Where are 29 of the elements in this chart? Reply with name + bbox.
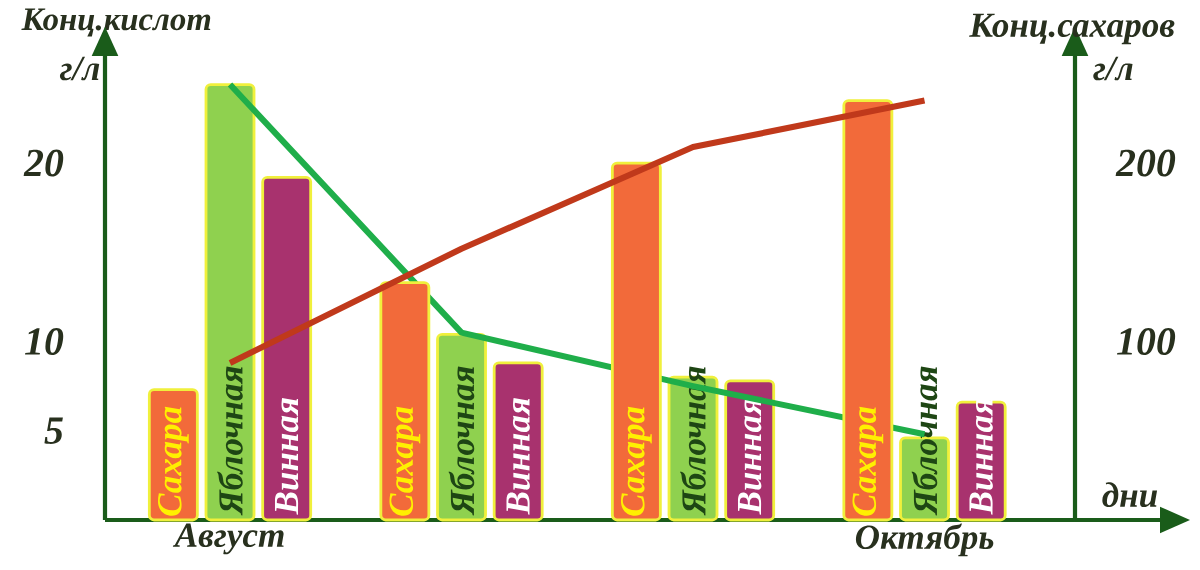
text: г/л — [1093, 56, 1133, 81]
text: Винная — [274, 397, 299, 515]
series-label: Сахара — [157, 406, 189, 516]
text: Сахара — [852, 406, 884, 516]
x-tick-label: Август — [172, 523, 284, 555]
bar — [842, 99, 894, 522]
bar — [261, 175, 313, 522]
y-tick-label: 5 — [44, 417, 63, 444]
x-axis-title: дни — [1102, 482, 1158, 508]
y2-axis-title: Конц.сахаров — [969, 13, 1175, 45]
y2-tick-label: 200 — [1115, 149, 1176, 177]
bar — [379, 281, 431, 522]
x-tick-label: Октябрь — [855, 523, 994, 557]
series-label: Винная — [969, 397, 993, 515]
text: Яблочная — [448, 366, 475, 516]
y-axis-title: Конц.кислот — [21, 8, 211, 37]
text: Яблочная — [680, 366, 706, 516]
text: Сахара — [620, 406, 652, 516]
bar — [610, 161, 662, 522]
y-tick-label: 10 — [25, 328, 64, 355]
series-label: Яблочная — [911, 366, 938, 516]
text: Винная — [737, 397, 762, 515]
text: Сахара — [389, 406, 421, 516]
text: г/л — [59, 56, 100, 81]
y-tick-label: 20 — [23, 149, 64, 177]
text: Яблочная — [217, 366, 243, 516]
bar — [204, 83, 256, 522]
y2-tick-label: 100 — [1117, 328, 1176, 355]
text: Винная — [506, 397, 530, 515]
